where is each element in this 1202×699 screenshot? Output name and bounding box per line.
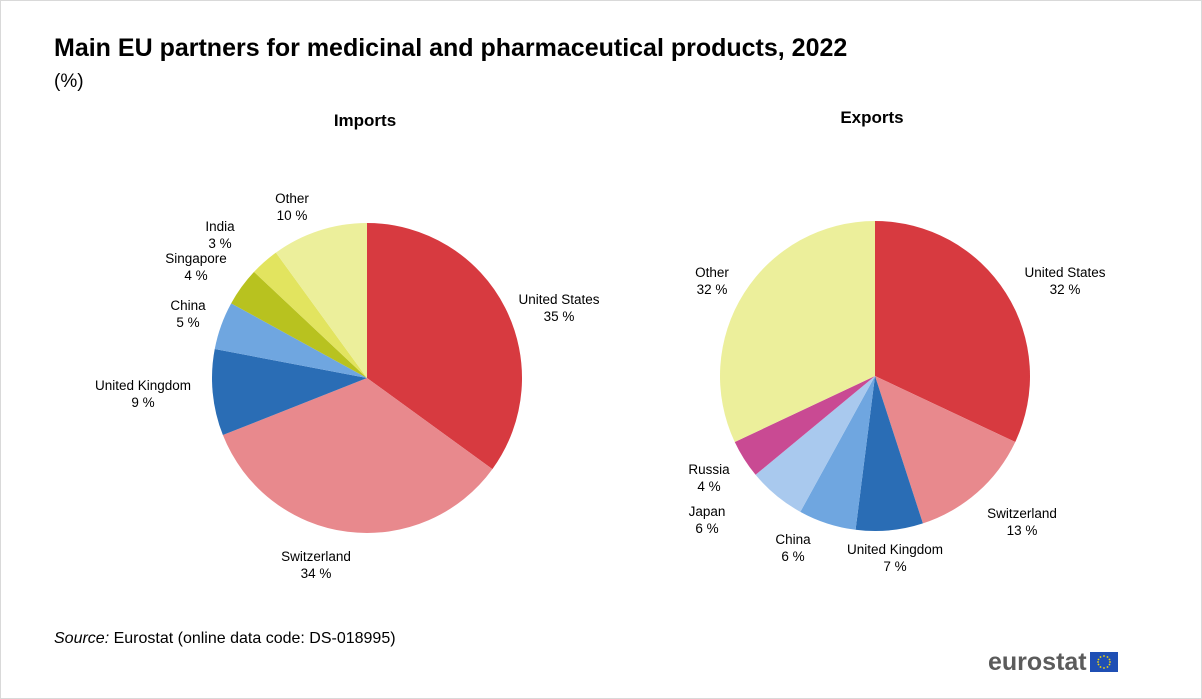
imports-slice-other: [275, 223, 367, 378]
exports-label-united-kingdom: United Kingdom 7 %: [847, 541, 943, 575]
slice-label-name: Other: [695, 265, 729, 280]
exports-slice-china: [800, 376, 875, 530]
exports-label-switzerland: Switzerland 13 %: [987, 505, 1057, 539]
source-note: Source: Eurostat (online data code: DS-0…: [54, 630, 396, 648]
slice-label-value: 7 %: [883, 559, 907, 574]
exports-pie-title: Exports: [840, 108, 904, 127]
eurostat-logo-text: eurostat: [988, 647, 1087, 676]
slice-label-name: Switzerland: [987, 506, 1057, 521]
exports-slice-switzerland: [875, 376, 1016, 524]
slice-label-value: 32 %: [696, 282, 728, 297]
slice-label-value: 4 %: [184, 268, 208, 283]
imports-slice-china: [214, 303, 367, 378]
imports-label-china: China 5 %: [170, 297, 205, 331]
imports-slice-united-kingdom: [212, 348, 367, 436]
slice-label-name: Japan: [688, 504, 726, 519]
exports-label-japan: Japan 6 %: [689, 503, 726, 537]
slice-label-name: Other: [275, 191, 309, 206]
slice-label-value: 9 %: [131, 395, 155, 410]
slice-label-name: United Kingdom: [94, 378, 192, 393]
slice-label-name: China: [170, 298, 206, 313]
imports-label-united-states: United States 35 %: [518, 291, 599, 325]
slice-label-name: Singapore: [165, 251, 227, 266]
slice-label-value: 10 %: [276, 208, 308, 223]
slice-label-name: Russia: [688, 462, 730, 477]
imports-label-switzerland: Switzerland 34 %: [281, 548, 351, 582]
exports-slice-united-states: [875, 221, 1031, 442]
source-text: Eurostat (online data code: DS-018995): [113, 630, 396, 647]
exports-label-china: China 6 %: [775, 531, 810, 565]
imports-label-other: Other 10 %: [275, 190, 309, 224]
exports-label-other: Other 32 %: [695, 264, 729, 298]
slice-label-value: 32 %: [1049, 282, 1081, 297]
slice-label-name: China: [775, 532, 811, 547]
slice-label-value: 6 %: [781, 549, 805, 564]
slice-label-value: 34 %: [300, 566, 332, 581]
slice-label-name: United States: [1024, 265, 1106, 280]
eurostat-logo: eurostat: [988, 648, 1118, 676]
slice-label-value: 4 %: [697, 479, 721, 494]
imports-slice-switzerland: [222, 378, 493, 534]
imports-label-united-kingdom: United Kingdom 9 %: [95, 377, 191, 411]
exports-slice-russia: [734, 376, 875, 475]
slice-label-value: 13 %: [1006, 523, 1038, 538]
slice-label-name: India: [205, 219, 235, 234]
exports-label-united-states: United States 32 %: [1024, 264, 1105, 298]
slice-label-value: 6 %: [695, 521, 719, 536]
chart-subtitle: (%): [54, 71, 84, 92]
eu-flag-icon: [1089, 652, 1118, 672]
slice-label-name: United Kingdom: [846, 542, 944, 557]
chart-title: Main EU partners for medicinal and pharm…: [54, 34, 848, 62]
slice-label-name: United States: [518, 292, 600, 307]
exports-slice-united-kingdom: [855, 376, 923, 532]
slice-label-name: Switzerland: [281, 549, 351, 564]
imports-pie-title: Imports: [333, 111, 397, 130]
imports-label-singapore: Singapore 4 %: [165, 250, 227, 284]
slice-label-value: 5 %: [176, 315, 200, 330]
exports-label-russia: Russia 4 %: [688, 461, 729, 495]
imports-label-india: India 3 %: [205, 218, 234, 252]
imports-slice-india: [254, 252, 367, 378]
imports-slice-singapore: [231, 271, 367, 378]
exports-slice-other: [719, 221, 875, 442]
slice-label-value: 3 %: [208, 236, 232, 251]
imports-slice-united-states: [367, 223, 523, 470]
slice-label-value: 35 %: [543, 309, 575, 324]
exports-slice-japan: [755, 376, 875, 512]
source-label: Source:: [54, 630, 110, 647]
